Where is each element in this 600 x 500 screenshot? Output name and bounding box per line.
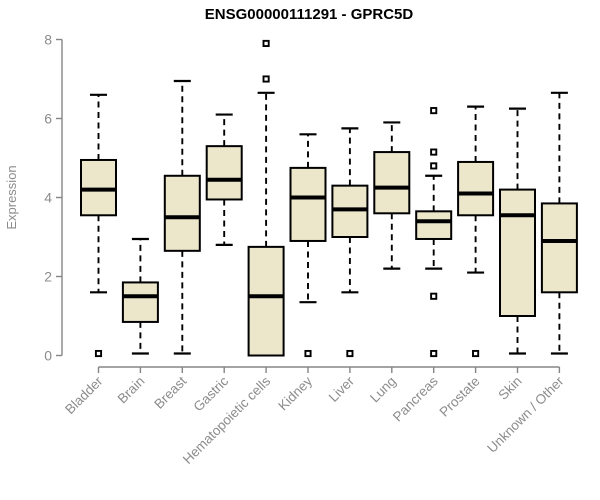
box-breast: [163, 174, 201, 252]
y-tick-label: 4: [44, 190, 52, 206]
x-tick-label-brain: Brain: [115, 374, 148, 407]
y-axis-title: Expression: [4, 165, 19, 229]
x-tick-label-pancreas: Pancreas: [390, 373, 441, 424]
box-hematopoietic-cells: [247, 245, 285, 357]
box-prostate: [457, 160, 495, 217]
x-tick-label-breast: Breast: [151, 373, 189, 411]
box-pancreas: [415, 210, 453, 240]
box-unknown-other: [540, 202, 578, 294]
outlier-point-liver: [346, 349, 354, 358]
outlier-point-pancreas: [430, 148, 438, 156]
x-tick-label-liver: Liver: [326, 373, 358, 405]
outlier-point-hematopoietic-cells: [262, 39, 270, 47]
box-brain: [121, 281, 159, 323]
box-gastric: [205, 145, 243, 201]
y-tick-label: 2: [44, 269, 52, 285]
box-kidney: [289, 166, 327, 242]
chart-title: ENSG00000111291 - GPRC5D: [204, 6, 414, 23]
x-tick-label-lung: Lung: [367, 374, 399, 406]
x-tick-label-prostate: Prostate: [437, 374, 483, 420]
y-tick-label: 8: [44, 32, 52, 48]
x-tick-label-bladder: Bladder: [62, 373, 106, 417]
outlier-point-prostate: [472, 349, 480, 358]
outlier-point-kidney: [304, 349, 312, 358]
x-tick-label-gastric: Gastric: [190, 373, 231, 414]
x-tick-label-kidney: Kidney: [275, 373, 315, 413]
outlier-point-bladder: [94, 349, 103, 358]
box-lung: [373, 151, 411, 215]
box-skin: [499, 188, 536, 318]
outlier-point-pancreas: [430, 292, 438, 300]
y-tick-label: 0: [44, 348, 52, 364]
outlier-point-hematopoietic-cells: [262, 75, 270, 83]
outlier-point-pancreas: [430, 162, 438, 170]
x-tick-label-unknown-other: Unknown / Other: [484, 373, 567, 456]
outlier-point-pancreas: [430, 349, 438, 358]
outlier-point-pancreas: [430, 107, 438, 115]
x-tick-label-skin: Skin: [495, 374, 524, 403]
y-tick-label: 6: [44, 111, 52, 127]
